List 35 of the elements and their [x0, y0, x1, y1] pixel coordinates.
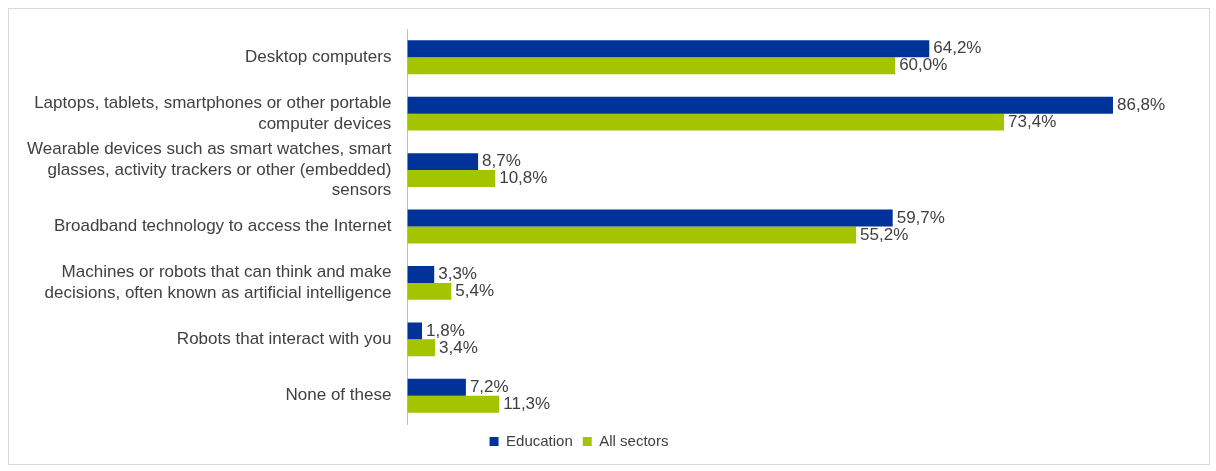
data-label: 60,0% [899, 55, 948, 75]
data-label: 86,8% [1116, 94, 1166, 114]
y-tick-label: Laptops, tablets, smartphones or other portable computer devices [34, 93, 392, 133]
y-tick-label: Machines or robots that can think and make decisions, often known as artificial intelligence [44, 262, 392, 302]
data-label: 59,7% [896, 207, 945, 227]
data-label: 5,4% [455, 281, 495, 301]
bar [407, 170, 496, 187]
data-label: 8,7% [482, 151, 521, 171]
data-label: 1,8% [426, 320, 465, 340]
bar [407, 378, 466, 396]
y-tick-label: Robots that interact with you [176, 329, 392, 349]
bar [407, 339, 436, 357]
y-tick-label: Wearable devices such as smart watches, smart glasses, activity trackers or other (embedded) sensors [26, 139, 392, 200]
bar [407, 40, 930, 58]
bar [407, 266, 435, 283]
legend-label: All sectors [599, 431, 669, 449]
data-label: 3,4% [439, 337, 478, 357]
bar [407, 226, 857, 244]
data-label: 73,4% [1008, 111, 1057, 131]
y-tick-label: Broadband technology to access the Internet [53, 216, 392, 236]
legend-label: Education [506, 431, 573, 449]
bar [407, 209, 893, 227]
bar [407, 322, 423, 340]
data-label: 3,3% [438, 264, 477, 284]
bar [407, 395, 500, 413]
data-label: 64,2% [933, 38, 982, 58]
bar [407, 113, 1005, 131]
y-tick-label: None of these [285, 385, 392, 405]
data-label: 55,2% [860, 224, 909, 244]
bar [407, 282, 452, 300]
bar [407, 96, 1113, 114]
bar [407, 153, 479, 171]
y-tick-label: Desktop computers [244, 46, 392, 66]
bar [407, 57, 896, 75]
data-label: 10,8% [499, 168, 548, 188]
